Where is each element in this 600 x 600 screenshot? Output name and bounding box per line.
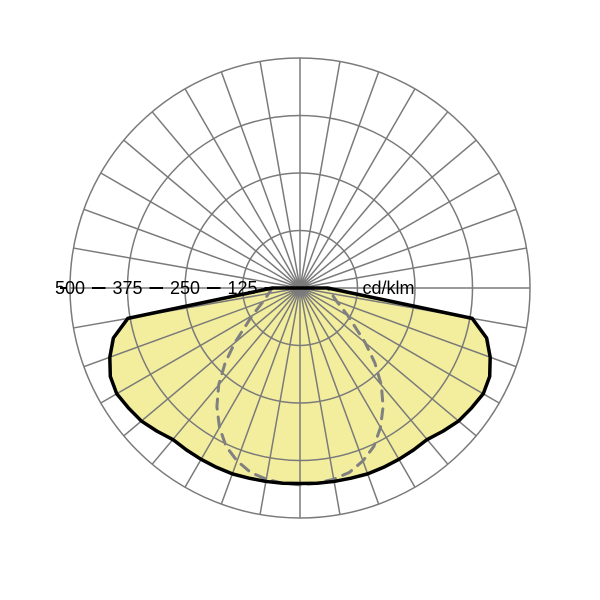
polar-chart-svg: 500 375 250 125 cd/klm	[0, 0, 600, 600]
axis-tick-label: 250	[170, 278, 200, 298]
axis-tick-label: 125	[227, 278, 257, 298]
polar-chart-container: 500 375 250 125 cd/klm	[0, 0, 600, 600]
units-label: cd/klm	[363, 278, 415, 298]
axis-tick-label: 375	[112, 278, 142, 298]
axis-tick-label: 500	[55, 278, 85, 298]
